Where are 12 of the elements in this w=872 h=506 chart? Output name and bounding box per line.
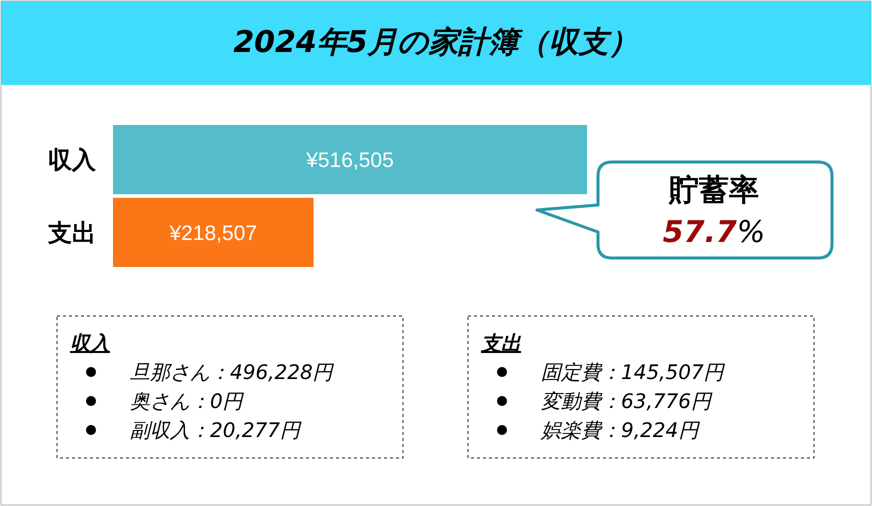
text: 副収入：20,277円 — [130, 418, 302, 442]
text: 娯楽費：9,224円 — [540, 418, 700, 442]
text: 変動費：63,776円 — [541, 389, 713, 413]
data-label: ¥516,505 — [305, 148, 394, 172]
text: 固定費：145,507円 — [541, 360, 726, 384]
text: 旦那さん：496,228円 — [130, 360, 335, 384]
text: 貯蓄率 — [668, 173, 759, 208]
chart-title: 2024年5月の家計簿（収支） — [233, 25, 639, 60]
data-label: ¥218,507 — [168, 222, 258, 245]
text: 奥さん：0円 — [130, 389, 245, 413]
text: 57.7% — [662, 215, 766, 250]
text: 支出 — [480, 331, 522, 355]
